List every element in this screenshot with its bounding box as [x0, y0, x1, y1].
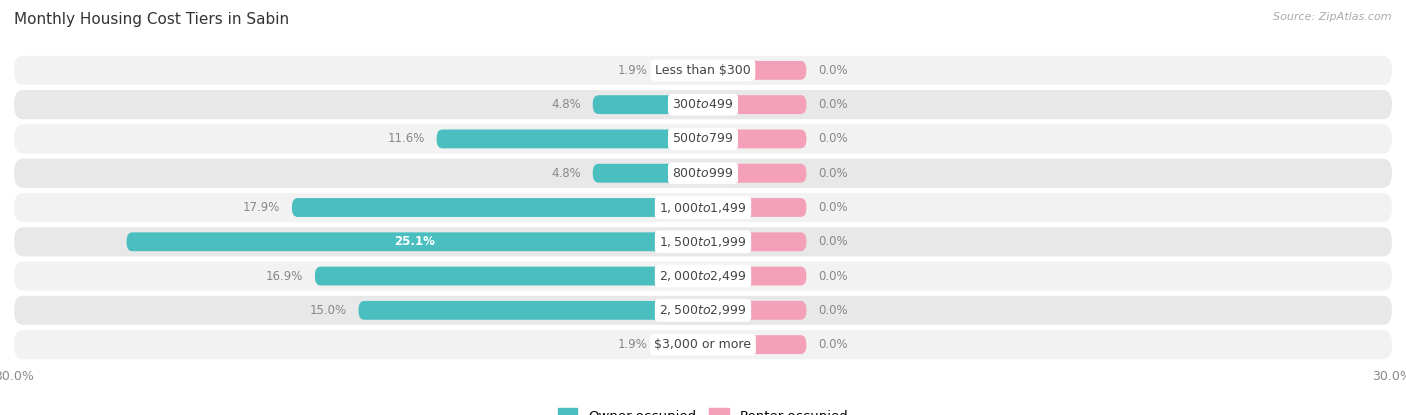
- FancyBboxPatch shape: [593, 164, 703, 183]
- FancyBboxPatch shape: [14, 90, 1392, 119]
- Text: 0.0%: 0.0%: [818, 64, 848, 77]
- Text: 4.8%: 4.8%: [551, 98, 581, 111]
- FancyBboxPatch shape: [14, 159, 1392, 188]
- Text: Less than $300: Less than $300: [655, 64, 751, 77]
- FancyBboxPatch shape: [703, 335, 807, 354]
- FancyBboxPatch shape: [14, 193, 1392, 222]
- Text: $1,500 to $1,999: $1,500 to $1,999: [659, 235, 747, 249]
- Text: 15.0%: 15.0%: [309, 304, 347, 317]
- FancyBboxPatch shape: [703, 164, 807, 183]
- Text: $800 to $999: $800 to $999: [672, 167, 734, 180]
- FancyBboxPatch shape: [593, 95, 703, 114]
- FancyBboxPatch shape: [703, 95, 807, 114]
- FancyBboxPatch shape: [703, 129, 807, 148]
- FancyBboxPatch shape: [14, 56, 1392, 85]
- Text: 0.0%: 0.0%: [818, 270, 848, 283]
- Text: $2,500 to $2,999: $2,500 to $2,999: [659, 303, 747, 317]
- FancyBboxPatch shape: [14, 330, 1392, 359]
- Text: 16.9%: 16.9%: [266, 270, 304, 283]
- Text: 0.0%: 0.0%: [818, 304, 848, 317]
- Text: 0.0%: 0.0%: [818, 338, 848, 351]
- FancyBboxPatch shape: [703, 266, 807, 286]
- FancyBboxPatch shape: [315, 266, 703, 286]
- FancyBboxPatch shape: [703, 301, 807, 320]
- Text: 4.8%: 4.8%: [551, 167, 581, 180]
- Text: 0.0%: 0.0%: [818, 235, 848, 248]
- FancyBboxPatch shape: [437, 129, 703, 148]
- Text: $300 to $499: $300 to $499: [672, 98, 734, 111]
- FancyBboxPatch shape: [14, 227, 1392, 256]
- FancyBboxPatch shape: [659, 61, 703, 80]
- Text: 0.0%: 0.0%: [818, 98, 848, 111]
- Text: Monthly Housing Cost Tiers in Sabin: Monthly Housing Cost Tiers in Sabin: [14, 12, 290, 27]
- Legend: Owner-occupied, Renter-occupied: Owner-occupied, Renter-occupied: [553, 403, 853, 415]
- FancyBboxPatch shape: [14, 261, 1392, 290]
- Text: Source: ZipAtlas.com: Source: ZipAtlas.com: [1274, 12, 1392, 22]
- Text: 1.9%: 1.9%: [619, 338, 648, 351]
- FancyBboxPatch shape: [659, 335, 703, 354]
- Text: 0.0%: 0.0%: [818, 201, 848, 214]
- Text: 0.0%: 0.0%: [818, 132, 848, 145]
- Text: 11.6%: 11.6%: [388, 132, 425, 145]
- Text: 1.9%: 1.9%: [619, 64, 648, 77]
- FancyBboxPatch shape: [703, 61, 807, 80]
- FancyBboxPatch shape: [359, 301, 703, 320]
- FancyBboxPatch shape: [14, 296, 1392, 325]
- Text: 25.1%: 25.1%: [394, 235, 436, 248]
- FancyBboxPatch shape: [127, 232, 703, 251]
- Text: $500 to $799: $500 to $799: [672, 132, 734, 145]
- Text: 0.0%: 0.0%: [818, 167, 848, 180]
- Text: 17.9%: 17.9%: [243, 201, 280, 214]
- Text: $2,000 to $2,499: $2,000 to $2,499: [659, 269, 747, 283]
- FancyBboxPatch shape: [292, 198, 703, 217]
- FancyBboxPatch shape: [14, 124, 1392, 154]
- FancyBboxPatch shape: [703, 232, 807, 251]
- Text: $1,000 to $1,499: $1,000 to $1,499: [659, 200, 747, 215]
- FancyBboxPatch shape: [703, 198, 807, 217]
- Text: $3,000 or more: $3,000 or more: [655, 338, 751, 351]
